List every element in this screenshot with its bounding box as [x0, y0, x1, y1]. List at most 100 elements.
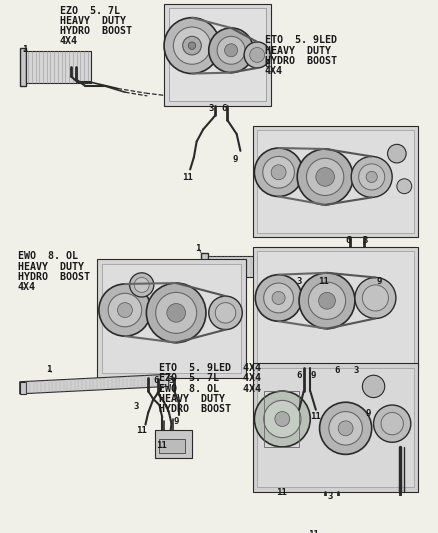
Circle shape [134, 278, 149, 293]
Bar [155, 430, 192, 458]
Text: 3: 3 [296, 277, 302, 286]
Circle shape [320, 402, 372, 454]
Polygon shape [20, 374, 169, 394]
Text: 3: 3 [169, 376, 174, 385]
Circle shape [254, 148, 303, 197]
Text: EWO  8. OL: EWO 8. OL [18, 252, 78, 261]
Text: 1: 1 [46, 365, 51, 374]
Circle shape [297, 149, 353, 205]
Circle shape [355, 278, 396, 318]
Circle shape [264, 283, 293, 313]
Text: HYDRO  BOOST: HYDRO BOOST [159, 404, 231, 414]
Bar [264, 391, 299, 447]
Circle shape [244, 42, 270, 68]
Bar [253, 247, 418, 368]
Circle shape [275, 411, 290, 426]
Circle shape [374, 405, 411, 442]
Circle shape [255, 274, 302, 321]
Bar [257, 252, 413, 363]
Circle shape [217, 36, 245, 64]
Text: 9: 9 [233, 155, 238, 164]
Bar [97, 259, 246, 378]
Circle shape [351, 156, 392, 197]
Circle shape [316, 167, 335, 186]
Circle shape [183, 36, 201, 55]
Text: 6: 6 [335, 366, 340, 375]
Bar [20, 49, 26, 86]
Circle shape [362, 285, 389, 311]
Text: ETO  5. 9LED  4X4: ETO 5. 9LED 4X4 [159, 363, 261, 373]
Circle shape [99, 284, 151, 336]
Text: 9: 9 [173, 417, 179, 426]
Bar [257, 368, 413, 487]
Text: HEAVY  DUTY: HEAVY DUTY [60, 16, 126, 26]
Text: 11: 11 [308, 530, 319, 533]
Text: 9: 9 [365, 409, 371, 418]
Text: 11: 11 [310, 413, 321, 422]
Text: 9: 9 [310, 370, 316, 379]
Circle shape [381, 413, 403, 435]
Text: HEAVY  DUTY: HEAVY DUTY [159, 394, 226, 404]
Text: EWO  8. OL    4X4: EWO 8. OL 4X4 [159, 384, 261, 393]
Bar [201, 253, 208, 281]
Bar [253, 363, 418, 491]
Text: HEAVY  DUTY: HEAVY DUTY [265, 46, 331, 55]
Circle shape [366, 171, 377, 182]
Circle shape [397, 179, 412, 193]
Text: 3: 3 [353, 366, 358, 375]
Text: HYDRO  BOOST: HYDRO BOOST [18, 272, 90, 282]
Text: 11: 11 [136, 426, 147, 435]
Circle shape [209, 28, 254, 72]
Circle shape [362, 375, 385, 398]
Circle shape [188, 42, 196, 50]
Text: 11: 11 [182, 173, 193, 182]
Bar [257, 131, 413, 233]
Text: EZO  5. 7L    4X4: EZO 5. 7L 4X4 [159, 374, 261, 383]
Circle shape [225, 44, 238, 57]
Text: HYDRO  BOOST: HYDRO BOOST [60, 26, 132, 36]
Text: 3: 3 [209, 104, 214, 114]
Circle shape [108, 293, 142, 327]
Circle shape [388, 144, 406, 163]
Circle shape [254, 391, 310, 447]
Circle shape [130, 273, 154, 297]
Circle shape [299, 273, 355, 329]
Text: 4X4: 4X4 [60, 36, 78, 46]
Bar [253, 126, 418, 237]
Circle shape [264, 400, 301, 438]
Text: 9: 9 [376, 278, 382, 286]
Circle shape [173, 27, 211, 64]
Text: 1: 1 [195, 244, 200, 253]
Text: 1: 1 [22, 45, 28, 54]
Circle shape [359, 164, 385, 190]
Text: 4X4: 4X4 [18, 282, 36, 292]
Bar [26, 51, 92, 83]
Circle shape [215, 303, 236, 323]
Circle shape [329, 411, 362, 445]
Text: 8: 8 [265, 60, 270, 69]
Text: 3: 3 [133, 402, 139, 411]
Circle shape [117, 303, 132, 318]
Text: EZO  5. 7L: EZO 5. 7L [60, 5, 120, 15]
Text: 6: 6 [296, 370, 302, 379]
Bar [102, 263, 241, 374]
Circle shape [307, 158, 344, 196]
Circle shape [164, 18, 220, 74]
Circle shape [209, 296, 242, 329]
Circle shape [250, 47, 265, 62]
Circle shape [263, 156, 294, 188]
Bar [208, 256, 329, 277]
Text: 11: 11 [318, 278, 328, 286]
Circle shape [271, 165, 286, 180]
Circle shape [308, 282, 346, 319]
Circle shape [272, 292, 285, 304]
Text: 11: 11 [157, 441, 167, 450]
Bar [159, 440, 185, 454]
Circle shape [146, 283, 206, 343]
Bar [20, 382, 26, 394]
Text: 4X4: 4X4 [265, 66, 283, 76]
Circle shape [155, 293, 197, 333]
Text: HEAVY  DUTY: HEAVY DUTY [18, 262, 84, 272]
Text: 3: 3 [362, 236, 368, 245]
Circle shape [338, 421, 353, 436]
